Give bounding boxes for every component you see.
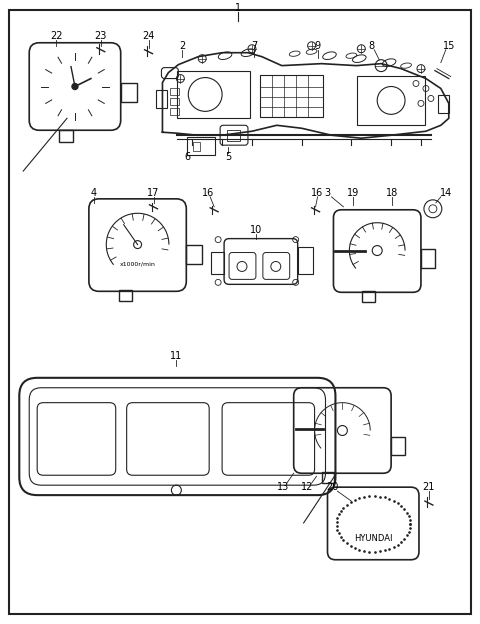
Text: 7: 7 [251,41,257,51]
Text: 8: 8 [368,41,374,51]
Text: 17: 17 [147,188,160,198]
Text: 10: 10 [250,225,262,235]
Bar [170,89,180,95]
Bar [59,130,73,142]
Text: 1: 1 [235,3,241,13]
Bar [120,82,137,102]
Text: 21: 21 [423,482,435,492]
Bar [119,290,132,301]
Text: 4: 4 [91,188,97,198]
Text: x1000r/min: x1000r/min [120,262,156,267]
Bar [211,251,224,275]
Bar [193,142,200,151]
Bar [170,109,180,115]
Bar [227,130,240,141]
Text: 5: 5 [225,152,231,162]
Text: 9: 9 [314,41,321,51]
Bar [357,76,425,125]
Bar [178,71,250,119]
Bar [298,246,312,275]
Text: 24: 24 [143,31,155,41]
Bar [438,95,449,114]
Text: 15: 15 [443,41,455,51]
Text: 19: 19 [347,188,360,198]
Text: 13: 13 [276,482,289,492]
Circle shape [72,84,78,89]
Text: 14: 14 [440,188,452,198]
Bar [260,75,323,117]
Text: 23: 23 [95,31,107,41]
Bar [186,245,202,265]
Circle shape [133,241,142,248]
Text: HYUNDAI: HYUNDAI [354,534,393,544]
Text: 2: 2 [179,41,185,51]
Text: 20: 20 [326,482,339,492]
Bar [170,99,180,105]
Text: 3: 3 [324,188,331,198]
Text: 16: 16 [312,188,324,198]
Text: 6: 6 [184,152,191,162]
Text: 16: 16 [202,188,214,198]
Bar [391,437,405,456]
Bar [187,137,215,155]
Text: 22: 22 [50,31,62,41]
Text: 12: 12 [301,482,314,492]
Bar [156,90,168,109]
Text: 18: 18 [386,188,398,198]
Bar [322,472,335,483]
Bar [362,291,375,302]
Text: 11: 11 [170,351,182,361]
Bar [421,248,435,268]
